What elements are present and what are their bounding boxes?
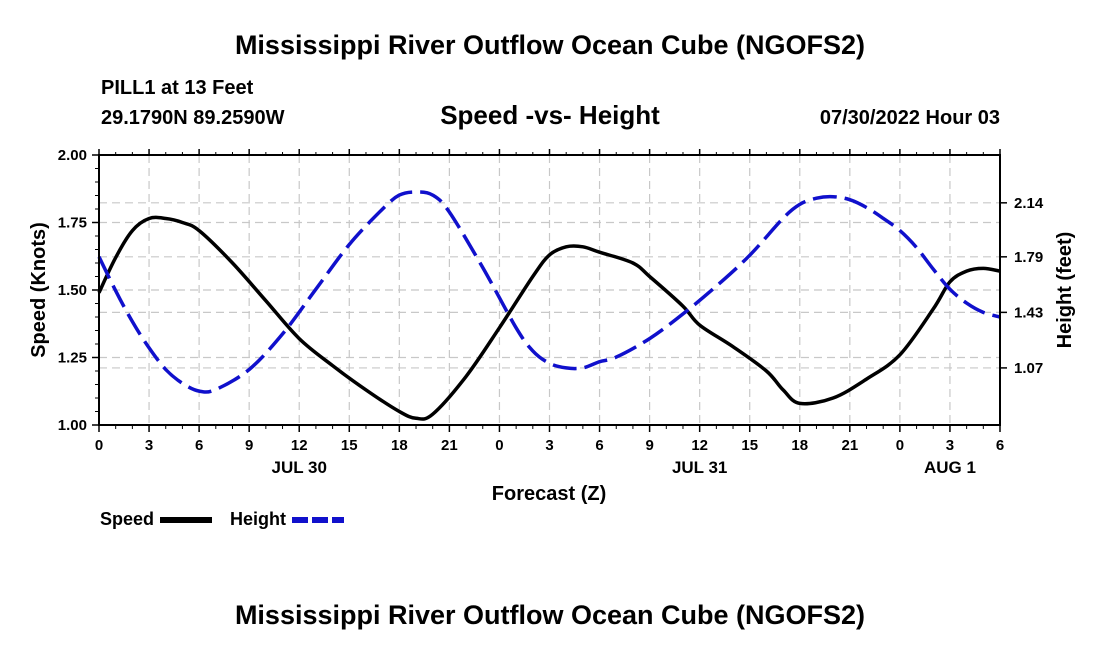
y2-tick-label: 2.14 [1014,195,1044,212]
y2-tick-label: 1.43 [1014,304,1043,321]
x-tick-label: 6 [195,437,203,454]
x-tick-label: 3 [145,437,153,454]
chart-title: Mississippi River Outflow Ocean Cube (NG… [234,30,866,60]
x-axis-label: Forecast (Z) [492,483,606,505]
y2-tick-label: 1.79 [1014,249,1043,266]
y-tick-label: 2.00 [58,147,87,164]
x-tick-label: 21 [841,437,858,454]
y-tick-label: 1.50 [58,282,87,299]
x-tick-label: 21 [441,437,458,454]
x-tick-label: 0 [95,437,103,454]
x-tick-label: 9 [645,437,653,454]
x-tick-label: 6 [996,437,1004,454]
x-tick-label: 0 [495,437,503,454]
y-tick-label: 1.75 [58,215,87,232]
axes: 0 3 6 9 12 15 18 21 0 3 6 9 12 15 18 21 0 3 6 JUL 30 JUL 31 A… [58,147,1044,477]
chart-subtitle: Speed -vs- Height [440,100,660,130]
y2-tick-label: 1.07 [1014,360,1043,377]
series-line-speed [97,215,1001,421]
x-tick-label: 15 [741,437,758,454]
x-tick-label: 12 [691,437,708,454]
y-tick-label: 1.00 [58,417,87,434]
forecast-datetime: 07/30/2022 Hour 03 [819,107,1000,129]
series-layer [97,190,1001,421]
x-tick-label: 3 [545,437,553,454]
y-tick-label: 1.25 [58,350,87,367]
x-tick-label: 18 [391,437,408,454]
series-line-height [97,190,1001,394]
station-label: PILL1 at 13 Feet [101,77,254,99]
x-tick-label: 6 [595,437,603,454]
x-date-label: JUL 30 [271,458,326,477]
legend-label-height: Height [230,509,286,529]
x-tick-label: 15 [341,437,358,454]
x-tick-label: 3 [946,437,954,454]
y-axis-label: Speed (Knots) [28,222,50,358]
x-tick-label: 18 [791,437,808,454]
legend-label-speed: Speed [100,509,154,529]
grid [99,155,1000,425]
y2-axis-label: Height (feet) [1054,232,1076,349]
x-tick-label: 9 [245,437,253,454]
footer-title: Mississippi River Outflow Ocean Cube (NG… [234,600,866,630]
x-date-label: AUG 1 [924,458,976,477]
x-tick-label: 12 [291,437,308,454]
x-date-label: JUL 31 [672,458,727,477]
legend: Speed Height [100,509,344,529]
x-tick-label: 0 [896,437,904,454]
station-coords: 29.1790N 89.2590W [101,107,285,129]
